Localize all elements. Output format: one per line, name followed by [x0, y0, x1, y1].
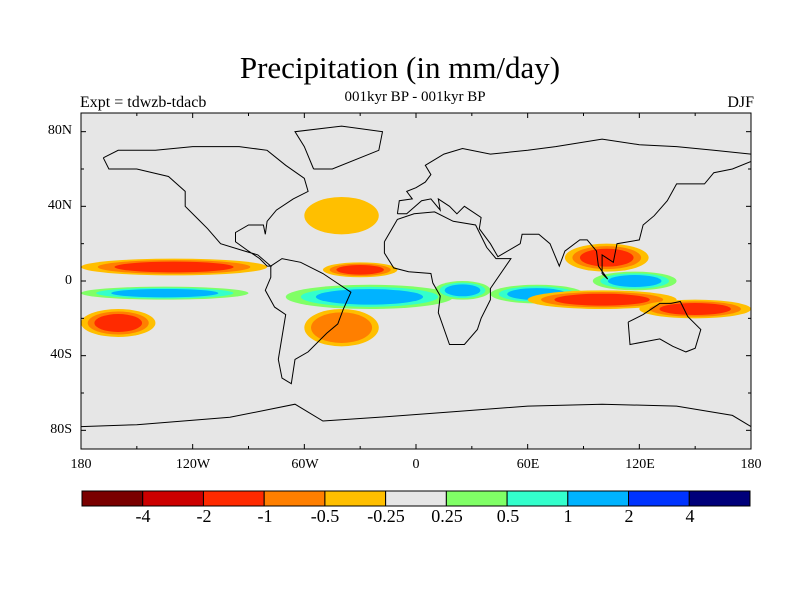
- anomaly-layer: [81, 197, 751, 347]
- anomaly-patch: [114, 261, 234, 273]
- antarctica-coastline: [81, 403, 751, 428]
- map-title: Precipitation (in mm/day): [239, 50, 561, 85]
- colorbar-swatch: [506, 490, 569, 507]
- colorbar-swatch: [324, 490, 387, 507]
- colorbar-swatch: [142, 490, 204, 507]
- x-tick-label: 120W: [175, 457, 211, 472]
- colorbar-label: -2: [196, 506, 212, 526]
- colorbar-swatch: [263, 490, 326, 507]
- anomaly-patch: [607, 275, 662, 287]
- australia-coastline: [627, 300, 702, 353]
- x-tick-label: 0: [412, 457, 420, 472]
- colorbar-swatch: [81, 490, 144, 507]
- map-subtitle: 001kyr BP - 001kyr BP: [344, 89, 486, 105]
- colorbar-swatch: [688, 490, 751, 507]
- y-tick-label: 40S: [50, 347, 72, 362]
- colorbar-label: -0.5: [310, 506, 340, 526]
- north-america-coastline: [102, 146, 309, 267]
- colorbar-swatch: [445, 490, 508, 507]
- anomaly-patch: [94, 314, 143, 332]
- colorbar-label: -0.25: [367, 506, 405, 526]
- eurasia-coastline: [396, 138, 751, 280]
- africa-coastline: [383, 211, 512, 345]
- colorbar-label: 1: [563, 506, 573, 526]
- x-tick-label: 60E: [516, 457, 540, 472]
- south-america-coastline: [264, 258, 352, 385]
- colorbar-swatch: [202, 490, 265, 507]
- x-tick-label: 120E: [625, 457, 655, 472]
- colorbar-label: 2: [624, 506, 634, 526]
- y-tick-label: 0: [65, 273, 72, 288]
- colorbar-swatch: [567, 490, 630, 507]
- anomaly-patch: [336, 265, 384, 275]
- colorbar-label: -4: [135, 506, 151, 526]
- colorbar-label: -1: [257, 506, 273, 526]
- colorbar-label: 4: [685, 506, 695, 526]
- experiment-label: Expt = tdwzb-tdacb: [80, 94, 207, 111]
- colorbar-swatch: [628, 490, 690, 507]
- y-tick-label: 40N: [47, 198, 72, 213]
- anomaly-patch: [444, 284, 481, 297]
- anomaly-patch: [315, 289, 424, 305]
- y-tick-label: 80S: [50, 422, 72, 437]
- anomaly-patch: [311, 312, 373, 343]
- greenland-coastline: [294, 125, 384, 170]
- season-label: DJF: [727, 94, 754, 111]
- coastlines: [81, 125, 751, 428]
- y-tick-label: 80N: [47, 123, 72, 138]
- anomaly-patch: [659, 303, 731, 315]
- x-tick-label: 180: [740, 457, 762, 472]
- x-tick-label: 180: [70, 457, 92, 472]
- anomaly-patch: [554, 293, 650, 306]
- x-tick-label: 60W: [291, 457, 319, 472]
- anomaly-patch: [111, 288, 219, 298]
- tick-marks: [80, 113, 752, 449]
- colorbar-swatch: [385, 490, 447, 507]
- colorbar-label: 0.5: [496, 506, 520, 526]
- anomaly-patch: [304, 197, 379, 235]
- colorbar-label: 0.25: [431, 506, 463, 526]
